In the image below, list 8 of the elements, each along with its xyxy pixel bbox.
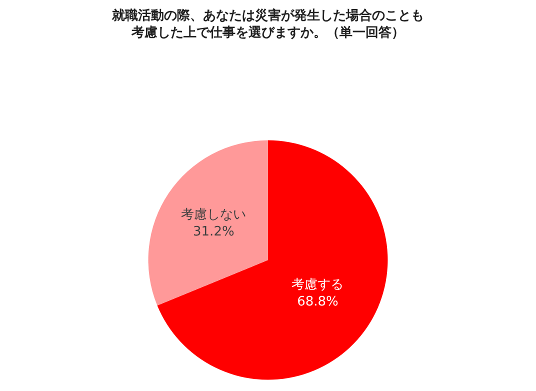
data-label: 31.2% [193,224,234,240]
pie-slice [157,140,388,380]
chart-subtitle: 考慮した上で仕事を選びますか。（単一回答） [130,25,404,40]
slice-label: 考慮する [292,277,344,292]
pie-slice [148,140,268,306]
slice-label: 考慮しない [181,208,246,223]
chart-title: 就職活動の際、あなたは災害が発生した場合のことも [111,8,424,24]
data-label: 68.8% [297,294,338,310]
